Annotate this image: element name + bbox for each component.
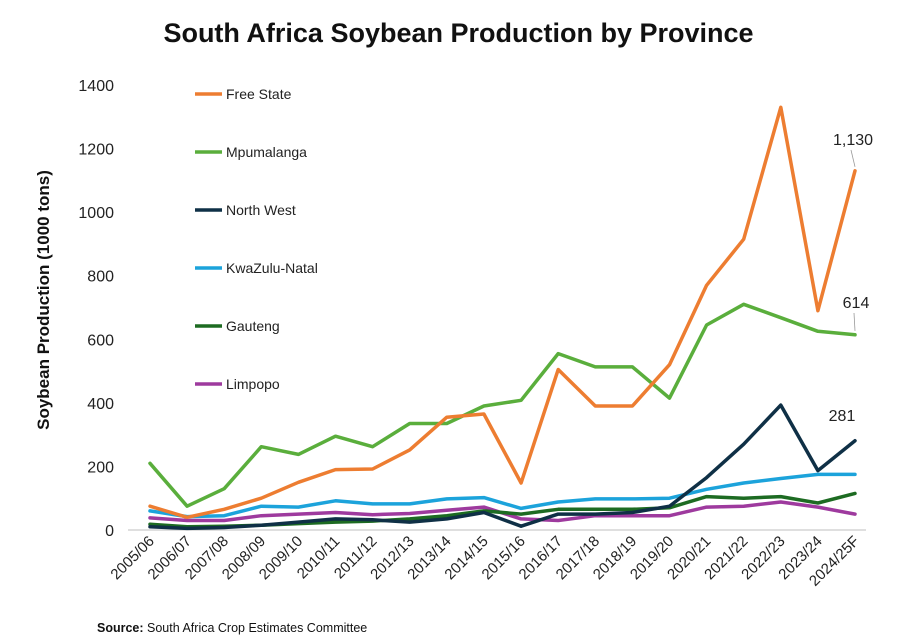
series-lines [148, 105, 857, 531]
series-line-free-state [148, 105, 857, 520]
legend-label: Limpopo [226, 376, 280, 392]
source-note: Source: South Africa Crop Estimates Comm… [97, 621, 367, 635]
y-tick-label: 600 [87, 332, 114, 349]
source-text: South Africa Crop Estimates Committee [143, 621, 368, 635]
y-tick-label: 1000 [78, 205, 114, 222]
chart-title: South Africa Soybean Production by Provi… [163, 18, 754, 48]
series-line-mpumalanga [148, 302, 857, 508]
legend-label: KwaZulu-Natal [226, 260, 318, 276]
y-axis-title: Soybean Production (1000 tons) [34, 170, 53, 430]
y-tick-label: 1400 [78, 78, 114, 95]
legend: Free State Mpumalanga North West KwaZulu-Na… [195, 86, 318, 392]
data-label: 1,130 [833, 132, 873, 149]
y-tick-label: 400 [87, 396, 114, 413]
data-label-leader [853, 312, 856, 331]
y-tick-label: 1200 [78, 142, 114, 159]
data-label: 281 [829, 408, 856, 425]
y-tick-labels: 0 200 400 600 800 1000 1200 1400 [78, 78, 114, 540]
source-label: Source: [97, 621, 144, 635]
legend-label: Gauteng [226, 318, 280, 334]
legend-label: Mpumalanga [226, 144, 307, 160]
data-label: 614 [843, 295, 870, 312]
series-line-north-west [148, 403, 857, 531]
legend-label: North West [226, 202, 296, 218]
y-tick-label: 0 [105, 523, 114, 540]
legend-label: Free State [226, 86, 292, 102]
data-labels: 1,130 614 281 [829, 132, 873, 425]
x-tick-labels: 2005/062006/072007/082008/092009/102010/… [107, 533, 862, 590]
y-tick-label: 800 [87, 269, 114, 286]
data-label-leader [850, 149, 856, 167]
y-tick-label: 200 [87, 459, 114, 476]
series-line-kwazulu-natal [148, 472, 857, 519]
